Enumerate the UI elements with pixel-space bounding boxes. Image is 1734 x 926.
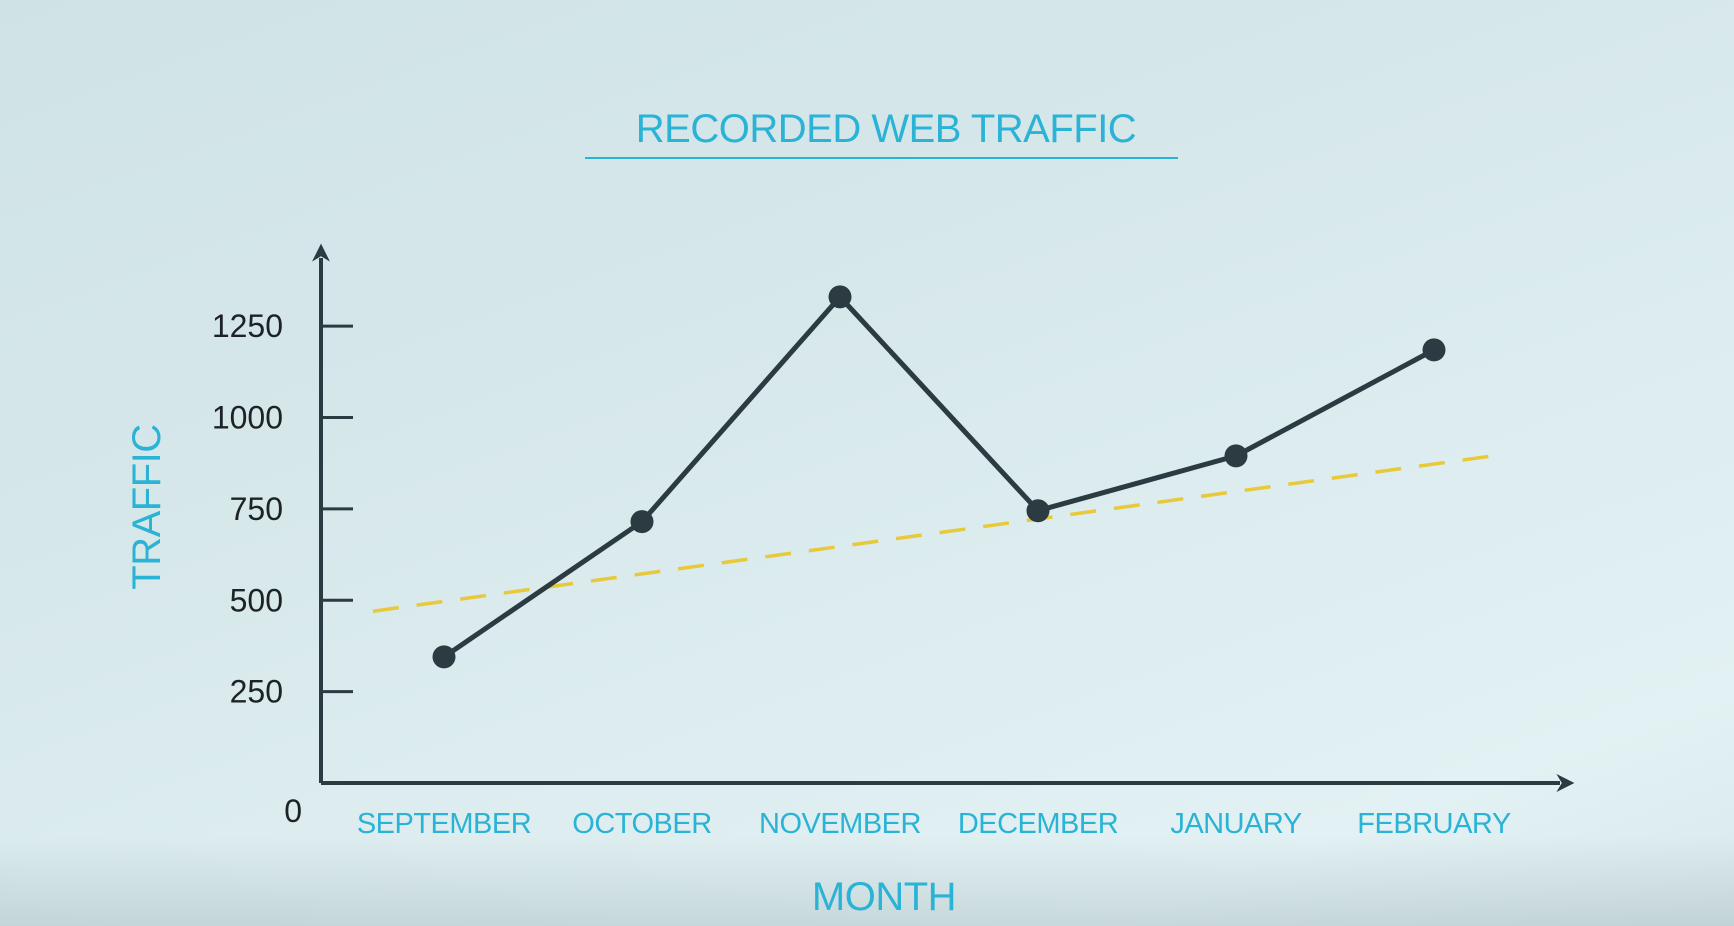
- x-tick-labels: SEPTEMBER OCTOBER NOVEMBER DECEMBER JANUARY F…: [357, 808, 1512, 840]
- x-axis-title: MONTH: [812, 875, 956, 919]
- x-tick-label: NOVEMBER: [759, 808, 921, 840]
- x-tick-label: JANUARY: [1170, 808, 1301, 840]
- data-point: [828, 285, 852, 309]
- y-tick-label: 250: [230, 674, 283, 710]
- y-tick-label: 1250: [212, 308, 283, 344]
- tick-group: 0 250 500 750 1000 1250: [212, 308, 353, 829]
- trendline-group: [372, 452, 1507, 613]
- x-tick-label: DECEMBER: [958, 808, 1118, 840]
- data-point: [1026, 499, 1050, 523]
- y-tick-label: 750: [230, 491, 283, 527]
- trendline: [372, 452, 1507, 613]
- data-point: [1422, 338, 1446, 362]
- y-tick-label: 0: [284, 793, 302, 829]
- data-point: [1224, 444, 1248, 468]
- series-line: [442, 294, 1436, 659]
- series-group: [432, 285, 1446, 669]
- y-axis-title: TRAFFIC: [125, 424, 169, 589]
- y-tick-label: 1000: [212, 400, 283, 436]
- x-tick-label: SEPTEMBER: [357, 808, 531, 840]
- x-tick-label: FEBRUARY: [1357, 808, 1511, 840]
- x-tick-label: OCTOBER: [572, 808, 711, 840]
- data-point: [630, 510, 654, 534]
- chart-title: RECORDED WEB TRAFFIC: [636, 107, 1136, 151]
- data-point: [432, 645, 456, 669]
- y-tick-label: 500: [230, 582, 283, 618]
